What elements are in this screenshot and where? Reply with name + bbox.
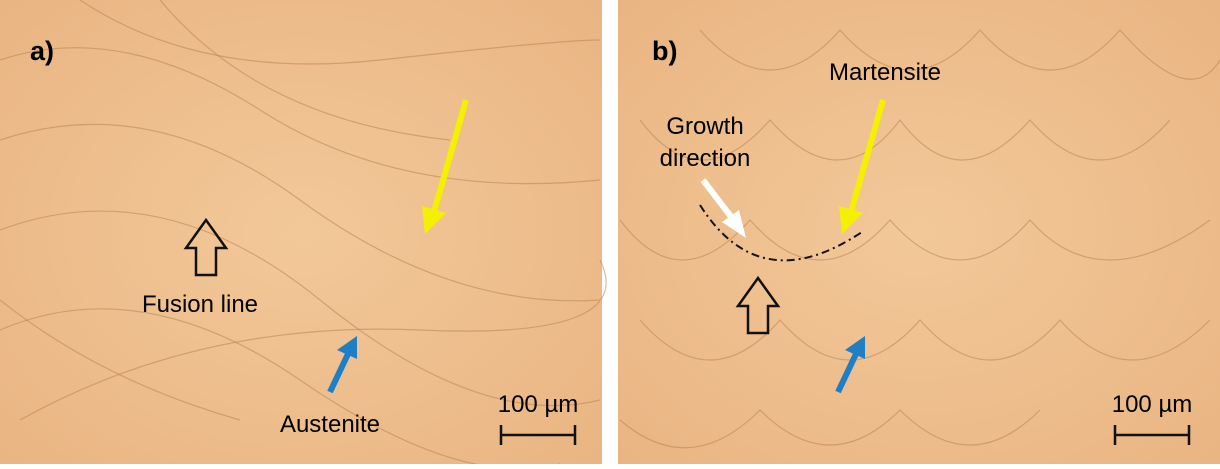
scale-bar-label: 100 µm [498,391,579,418]
annotation: Growth [666,113,743,140]
annotation: direction [660,145,751,172]
panel-b: b) Martensite Growth direction 100 µm [618,0,1220,464]
annotation: Martensite [829,59,941,86]
panel-label: b) [652,36,677,66]
annotation: Austenite [280,411,380,438]
scale-bar-label: 100 µm [1112,391,1193,418]
panel-a: a) Fusion line Austenite 100 µm [0,0,606,464]
annotation: Fusion line [142,291,258,318]
panel-label: a) [30,36,54,66]
figure: a) Fusion line Austenite 100 µm b) Marte… [0,0,1220,464]
